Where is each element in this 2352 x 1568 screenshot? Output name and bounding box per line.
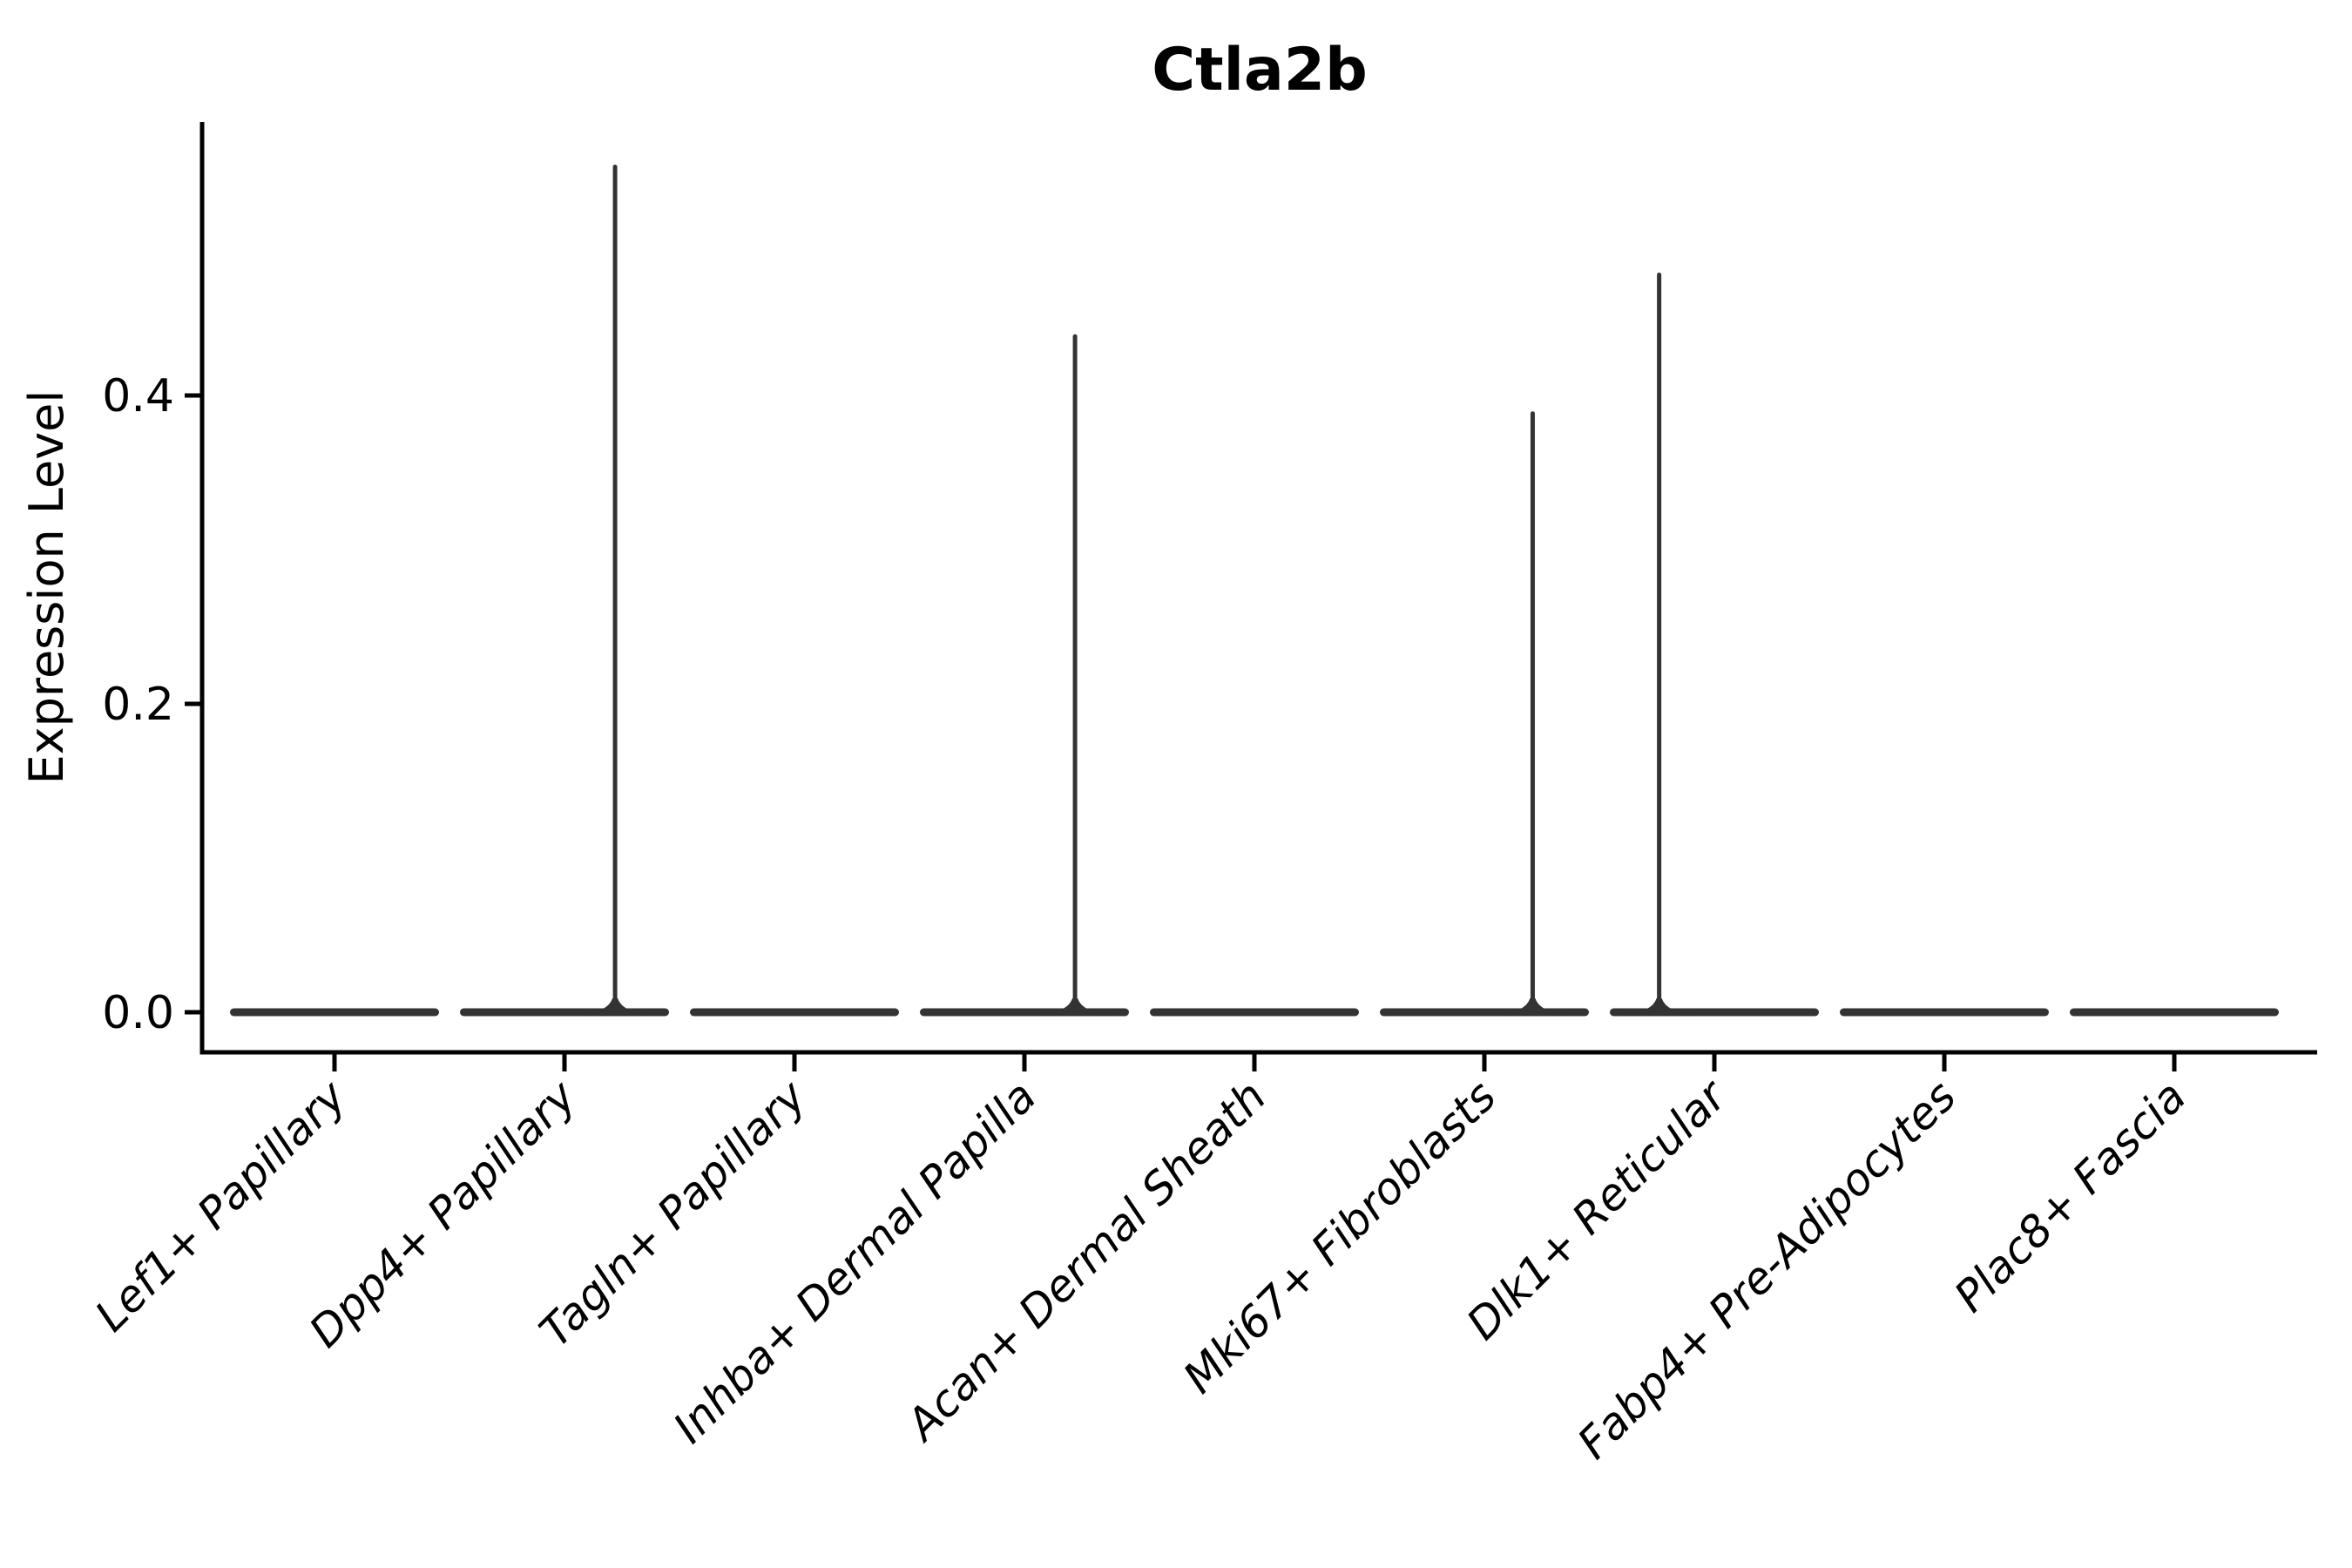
violin-body — [460, 1008, 669, 1017]
violin — [1380, 411, 1589, 1017]
plot-title: Ctla2b — [1152, 36, 1368, 105]
axes: 0.0 0.2 0.4 — [102, 122, 2317, 1071]
y-tick-label: 0.0 — [102, 987, 174, 1039]
violin — [230, 1008, 439, 1017]
violin-body — [1150, 1008, 1359, 1017]
violin — [920, 334, 1129, 1017]
violin-body — [2070, 1008, 2279, 1017]
x-tick-label: Lef1+ Papillary — [85, 1070, 356, 1341]
violin — [1840, 1008, 2049, 1017]
violin-body — [1840, 1008, 2049, 1017]
y-tick-label: 0.2 — [102, 679, 174, 731]
y-tick-label: 0.4 — [102, 370, 174, 422]
violin-body — [1380, 1008, 1589, 1017]
violins — [230, 165, 2279, 1017]
x-tick-label: Fabp4+ Pre-Adipocytes — [1568, 1071, 1966, 1469]
violin — [690, 1008, 899, 1017]
y-axis-label: Expression Level — [19, 390, 74, 785]
violin — [2070, 1008, 2279, 1017]
violin-body — [230, 1008, 439, 1017]
violin — [460, 165, 669, 1017]
violin-body — [690, 1008, 899, 1017]
violin — [1610, 272, 1819, 1017]
x-tick-label: Plac8+ Fascia — [1945, 1071, 2196, 1321]
violin-body — [920, 1008, 1129, 1017]
x-tick-label: Inhba+ Dermal Papilla — [664, 1071, 1045, 1452]
violin — [1150, 1008, 1359, 1017]
